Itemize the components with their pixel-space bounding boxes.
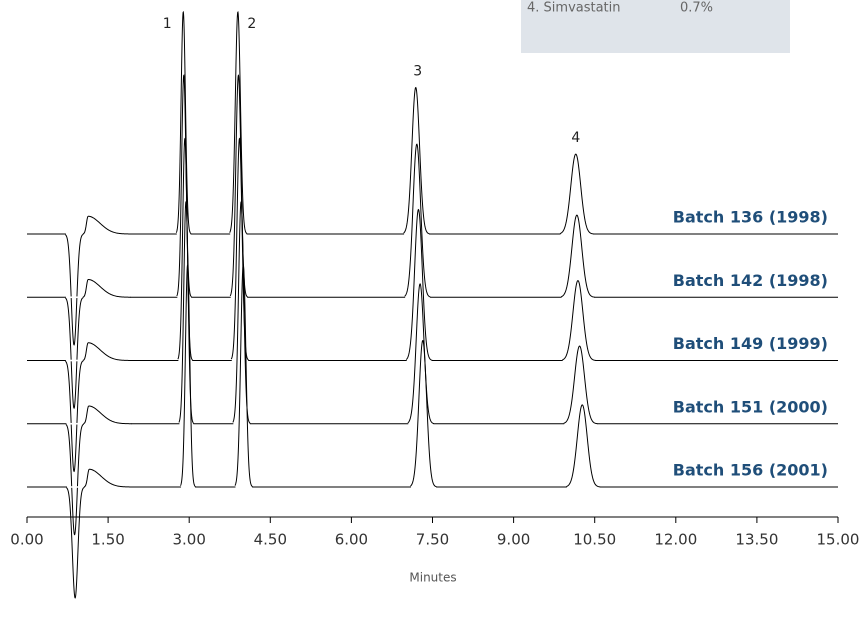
peak [404, 143, 431, 298]
mask [177, 296, 192, 299]
peak [83, 468, 132, 488]
mask [84, 486, 132, 488]
mask [230, 296, 248, 299]
peak [559, 153, 594, 235]
peak-label: 4 [571, 130, 580, 146]
mask [561, 296, 595, 299]
x-tick-label: 1.50 [91, 531, 124, 549]
x-tick-label: 12.00 [654, 531, 697, 549]
peak [82, 342, 131, 361]
mask [230, 233, 247, 235]
mask [181, 486, 196, 488]
x-tick-label: 9.00 [497, 531, 530, 549]
peak [65, 296, 84, 409]
peak [563, 345, 598, 425]
peak-label: 1 [163, 16, 172, 32]
peak [65, 360, 84, 473]
mask [176, 233, 191, 235]
mask [410, 486, 437, 488]
mask [560, 233, 593, 235]
note-box [521, 0, 790, 53]
peak [82, 215, 131, 235]
mask [65, 233, 84, 235]
mask [83, 296, 131, 299]
mask [233, 422, 250, 425]
x-tick-label: 3.00 [172, 531, 205, 549]
peak [82, 278, 131, 298]
peak [229, 10, 248, 235]
mask [83, 422, 131, 425]
batch-label: Batch 149 (1999) [673, 334, 828, 353]
x-tick-label: 10.50 [573, 531, 616, 549]
peak [177, 137, 194, 361]
peak [410, 339, 437, 488]
mask [566, 486, 600, 488]
peak [178, 200, 195, 424]
mask [83, 233, 131, 235]
batch-label: Batch 156 (2001) [673, 461, 828, 480]
mask [65, 296, 84, 299]
peak [405, 208, 433, 361]
peak-label: 3 [413, 63, 422, 79]
mask [66, 486, 85, 488]
peak [180, 263, 196, 488]
mask [65, 359, 84, 362]
x-tick-label: 0.00 [10, 531, 43, 549]
note-name: 4. Simvastatin [527, 1, 621, 16]
mask [564, 422, 597, 425]
batch-label: Batch 142 (1998) [673, 271, 828, 290]
peak [83, 405, 132, 425]
mask [66, 422, 84, 425]
peak [560, 214, 595, 298]
x-tick-label: 6.00 [335, 531, 368, 549]
mask [235, 486, 253, 488]
peak [65, 233, 84, 346]
peak [175, 10, 192, 235]
mask [408, 422, 434, 425]
peak [403, 86, 430, 235]
mask [405, 296, 431, 299]
peak [566, 404, 601, 488]
peak [66, 486, 85, 599]
x-tick-label: 4.50 [254, 531, 287, 549]
note-value: 0.7% [680, 1, 713, 16]
mask [562, 359, 596, 362]
x-tick-label: 7.50 [416, 531, 449, 549]
mask [179, 422, 194, 425]
x-tick-label: 13.50 [735, 531, 778, 549]
mask [83, 359, 131, 362]
peak [65, 423, 85, 536]
peak [176, 74, 192, 298]
peak [561, 280, 596, 361]
peak-label: 2 [247, 16, 256, 32]
mask [406, 359, 432, 362]
mask [231, 359, 249, 362]
peak [407, 283, 434, 425]
batch-label: Batch 136 (1998) [673, 208, 828, 227]
peak [234, 264, 253, 488]
batch-label: Batch 151 (2000) [673, 397, 828, 416]
x-tick-label: 15.00 [817, 531, 860, 549]
x-axis-title: Minutes [409, 571, 456, 585]
